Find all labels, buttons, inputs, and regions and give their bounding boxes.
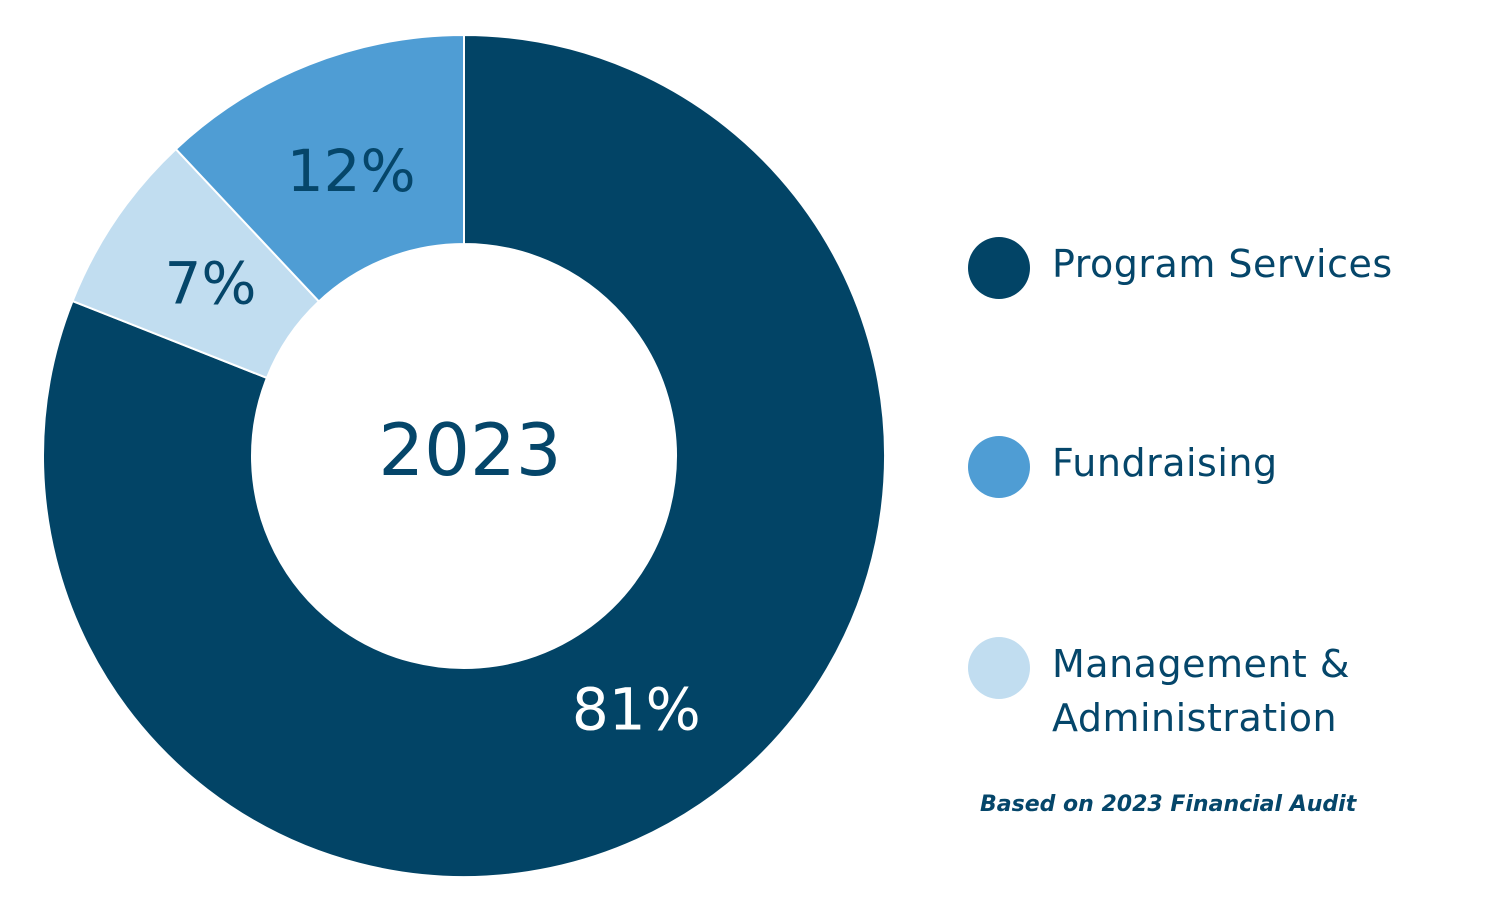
donut-chart-svg: 81% 7% 12% 2023 (42, 33, 886, 878)
legend-label-management-administration: Management & Administration (1052, 642, 1351, 740)
center-year-label: 2023 (378, 408, 561, 492)
slice-label-program-services: 81% (572, 676, 701, 744)
donut-chart: 81% 7% 12% 2023 (42, 33, 886, 878)
slice-label-fundraising: 12% (287, 137, 416, 205)
legend-swatch-program-services (968, 237, 1030, 299)
legend-label-program-services: Program Services (1052, 242, 1393, 286)
legend-swatch-management-administration (968, 637, 1030, 699)
slice-fundraising (174, 33, 465, 303)
slice-program-services (42, 33, 886, 878)
legend-item-program-services: Program Services (968, 237, 1393, 299)
legend-label-fundraising: Fundraising (1052, 441, 1278, 485)
footnote: Based on 2023 Financial Audit (980, 792, 1357, 817)
legend-item-fundraising: Fundraising (968, 436, 1278, 498)
slice-label-management-administration: 7% (164, 250, 256, 318)
legend-item-management-administration: Management & Administration (968, 637, 1412, 745)
legend-swatch-fundraising (968, 436, 1030, 498)
